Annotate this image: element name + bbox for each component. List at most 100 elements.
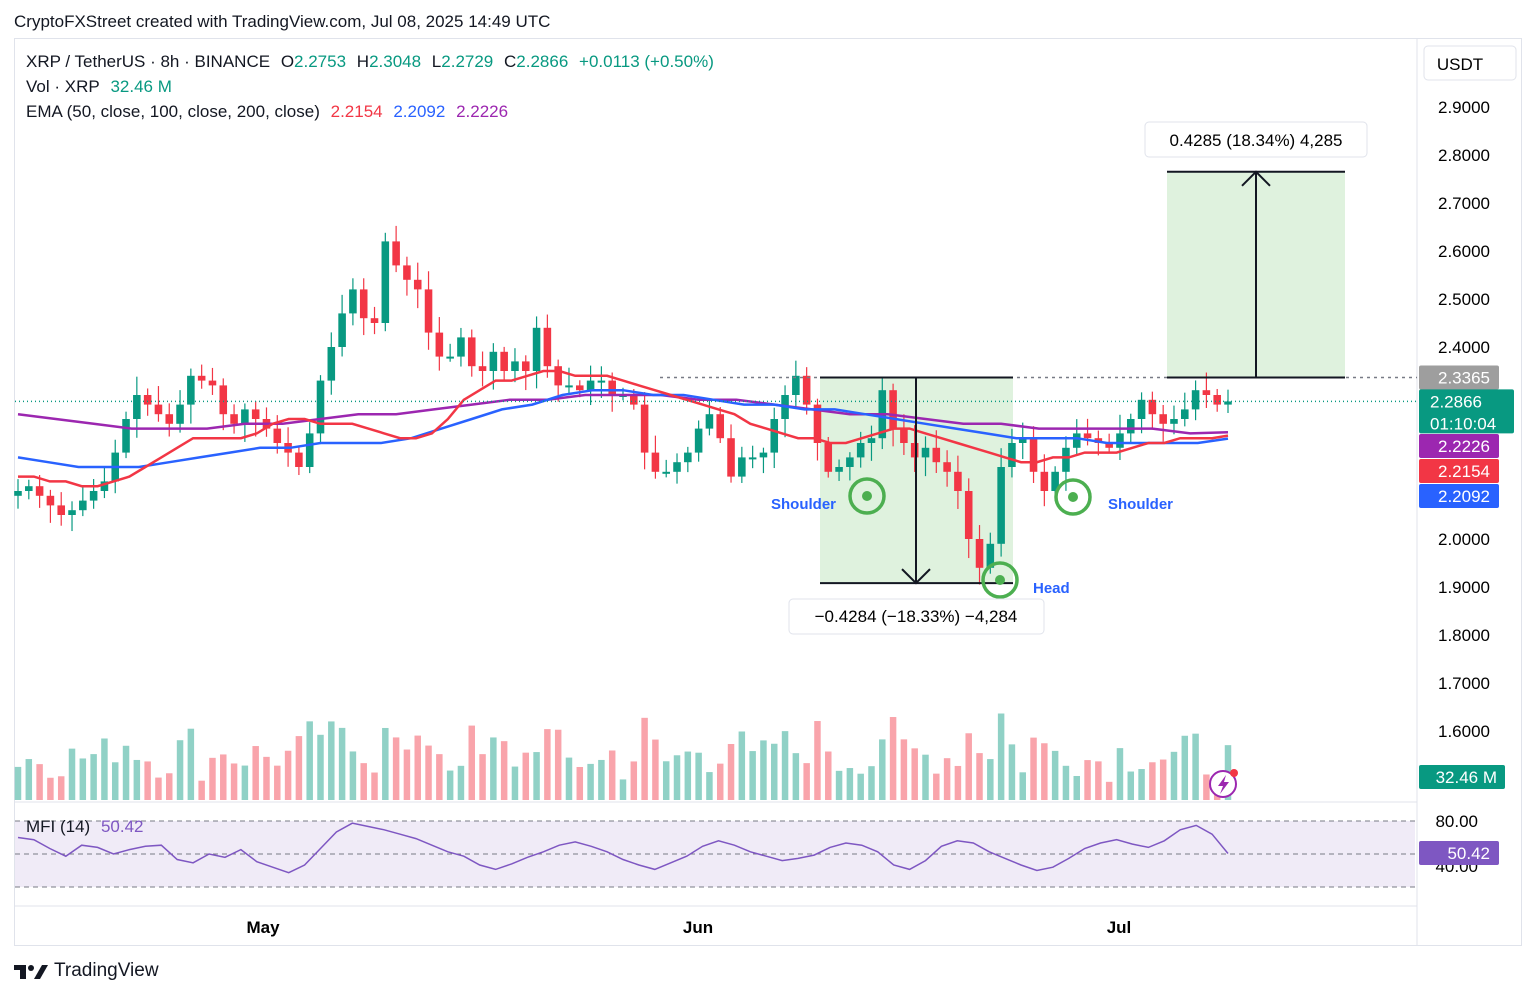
candle-body [457, 337, 465, 357]
candle-body [954, 471, 962, 491]
volume-bar [338, 727, 346, 800]
volume-bar [1127, 771, 1135, 800]
price-tick-label: 2.8000 [1438, 146, 1490, 165]
candle-body [608, 380, 616, 395]
candle-body [187, 375, 195, 405]
candle-body [586, 380, 595, 391]
volume-bar [781, 731, 789, 800]
volume-bar [1116, 748, 1124, 800]
candle-body [748, 457, 757, 460]
candle-body [759, 452, 768, 458]
right-shoulder-label: Shoulder [1108, 496, 1173, 513]
candle-body [846, 457, 854, 467]
candle-body [900, 428, 908, 443]
ema100-line [17, 388, 1229, 469]
candle-body [1051, 471, 1059, 491]
volume-bar [706, 772, 713, 800]
left-shoulder-label: Shoulder [771, 496, 836, 513]
time-tick-label: Jul [1107, 918, 1132, 937]
candle-body [133, 395, 141, 419]
svg-text:50.42: 50.42 [1447, 844, 1490, 863]
candle-body [640, 404, 649, 453]
legend-ema100: 2.2092 [393, 102, 446, 121]
candle-body [554, 366, 562, 386]
mfi-tick-label: 80.00 [1435, 812, 1478, 831]
candle-body [14, 491, 22, 496]
volume-bar [716, 763, 724, 800]
volume-bar [911, 748, 918, 800]
candle-body [1062, 447, 1070, 472]
candle-body [57, 505, 65, 515]
volume-bar [965, 733, 972, 800]
volume-bar [1095, 761, 1102, 800]
svg-text:2.2154: 2.2154 [1438, 462, 1490, 481]
volume-bar [1192, 733, 1199, 800]
legend-mfi: MFI (14) 50.42 [26, 817, 150, 837]
legend-open-label: O [280, 52, 295, 71]
volume-bar [122, 745, 130, 800]
volume-bar [47, 777, 54, 800]
volume-bar [879, 739, 886, 800]
volume-bar [652, 739, 659, 800]
volume-bar [382, 727, 389, 800]
volume-bar [565, 757, 573, 800]
candle-body [435, 332, 444, 357]
price-tick-label: 1.6000 [1438, 722, 1490, 741]
candle-body [251, 409, 260, 419]
legend-high: 2.3048 [369, 52, 422, 71]
price-tick-label: 2.7000 [1438, 194, 1490, 213]
volume-bar [771, 743, 778, 800]
volume-badge: 32.46 M [1419, 765, 1505, 789]
legend-vol-value: 32.46 M [110, 77, 172, 96]
candle-body [338, 313, 346, 347]
candle-body [403, 265, 411, 280]
pattern-markers [848, 477, 1092, 599]
candle-body [392, 241, 400, 266]
head-marker [981, 561, 1019, 599]
volume-bar [760, 740, 767, 800]
volume-bar [976, 753, 983, 800]
legend-mfi-value: 50.42 [100, 817, 144, 836]
candle-body [932, 447, 941, 463]
volume-bar [425, 745, 432, 800]
candle-body [705, 414, 714, 429]
measure-up-box: 0.4285 (18.34%) 4,285 [1144, 121, 1368, 158]
candle-body [511, 361, 519, 371]
volume-bar [166, 773, 173, 800]
candle-body [370, 318, 379, 323]
tradingview-brand: TradingView [54, 960, 159, 981]
volume-bar [209, 757, 216, 800]
legend-open: 2.2753 [294, 52, 347, 71]
volume-bar [1159, 759, 1167, 800]
candle-body [576, 385, 584, 391]
candle-body [1148, 399, 1157, 415]
candle-body [975, 539, 984, 568]
candle-body [295, 452, 303, 467]
candle-body [802, 375, 811, 405]
candle-body [1072, 433, 1081, 448]
volume-bar [25, 759, 33, 800]
mfi-value-badge: 50.42 [1419, 841, 1499, 865]
volume-bar [90, 754, 97, 800]
candle-body [770, 419, 779, 453]
candle-body [921, 447, 930, 458]
candle-body [565, 385, 573, 388]
volume-bar [1149, 762, 1156, 800]
legend-symbol: XRP / TetherUS · 8h · BINANCE [26, 52, 271, 71]
volume-bar [101, 738, 108, 800]
price-tick-label: 2.6000 [1438, 242, 1490, 261]
volume-bar [900, 739, 908, 800]
candle-body [943, 462, 951, 472]
chart-caption: CryptoFXStreet created with TradingView.… [14, 12, 551, 31]
candle-body [889, 390, 897, 429]
candle-body [910, 443, 919, 458]
candle-body [1126, 419, 1135, 434]
legend-ohlc: XRP / TetherUS · 8h · BINANCE O2.2753 H2… [26, 52, 720, 72]
candle-body [813, 404, 822, 443]
candle-body [46, 495, 55, 506]
volume-bar [284, 750, 292, 800]
measure-up-text: 0.4285 (18.34%) 4,285 [1170, 131, 1343, 150]
volume-bar [1030, 737, 1037, 800]
tradingview-logo[interactable]: TradingView [14, 960, 159, 982]
